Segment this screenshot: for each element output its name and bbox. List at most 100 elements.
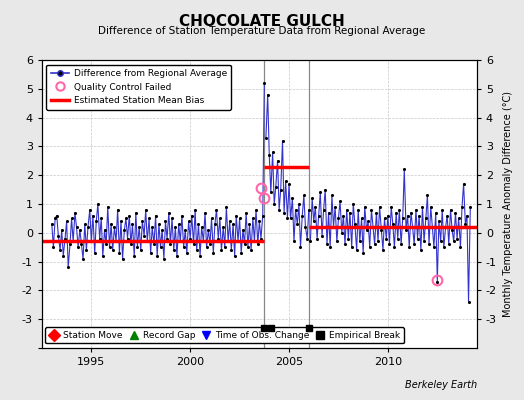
Point	[306, 238, 314, 245]
Point	[117, 218, 125, 224]
Point	[110, 224, 118, 230]
Point	[201, 210, 209, 216]
Point	[310, 218, 318, 224]
Point	[461, 221, 470, 227]
Point	[244, 244, 252, 250]
Point	[120, 227, 128, 233]
Point	[188, 212, 196, 219]
Point	[281, 178, 290, 184]
Point	[288, 195, 297, 202]
Point	[204, 227, 213, 233]
Point	[264, 91, 272, 98]
Point	[186, 235, 194, 242]
Point	[77, 241, 85, 248]
Point	[334, 215, 343, 222]
Point	[257, 235, 265, 242]
Point	[241, 241, 249, 248]
Point	[344, 235, 353, 242]
Point	[101, 227, 109, 233]
Point	[181, 227, 190, 233]
Point	[165, 210, 173, 216]
Point	[199, 238, 208, 245]
Point	[366, 244, 374, 250]
Point	[87, 238, 95, 245]
Point	[413, 235, 422, 242]
Point	[234, 238, 242, 245]
Point	[395, 206, 403, 213]
Point	[202, 244, 211, 250]
Point	[158, 227, 166, 233]
Point	[301, 224, 310, 230]
Point	[451, 210, 460, 216]
Point	[137, 247, 145, 253]
Point	[48, 221, 56, 227]
Point	[405, 244, 413, 250]
Point	[435, 218, 443, 224]
Point	[441, 224, 450, 230]
Point	[433, 278, 442, 285]
Point	[448, 227, 456, 233]
Point	[287, 215, 295, 222]
Point	[89, 212, 97, 219]
Point	[189, 241, 198, 248]
Point	[150, 241, 158, 248]
Point	[250, 238, 259, 245]
Point	[417, 247, 425, 253]
Point	[402, 227, 410, 233]
Point	[454, 215, 463, 222]
Point	[107, 221, 115, 227]
Point	[271, 184, 280, 190]
Point	[293, 221, 301, 227]
Point	[356, 238, 364, 245]
Point	[81, 221, 89, 227]
Point	[351, 221, 359, 227]
Point	[62, 218, 71, 224]
Point	[211, 221, 219, 227]
Point	[399, 215, 407, 222]
Point	[443, 212, 451, 219]
Point	[180, 244, 188, 250]
Point	[173, 253, 181, 259]
Point	[170, 247, 178, 253]
Point	[247, 247, 255, 253]
Point	[258, 212, 267, 219]
Point	[328, 192, 336, 198]
Point	[410, 241, 418, 248]
Point	[123, 235, 132, 242]
Point	[235, 215, 244, 222]
Point	[362, 227, 370, 233]
Point	[54, 232, 62, 239]
Point	[268, 149, 277, 155]
Point	[336, 198, 344, 204]
Point	[422, 215, 430, 222]
Point	[252, 206, 260, 213]
Point	[394, 235, 402, 242]
Point	[372, 210, 380, 216]
Point	[333, 238, 341, 245]
Point	[184, 218, 193, 224]
Point	[285, 181, 293, 187]
Point	[400, 166, 409, 173]
Point	[178, 212, 186, 219]
Point	[128, 221, 137, 227]
Point	[92, 218, 101, 224]
Point	[68, 215, 76, 222]
Point	[138, 218, 147, 224]
Point	[151, 212, 160, 219]
Point	[379, 247, 387, 253]
Point	[140, 232, 148, 239]
Point	[212, 206, 221, 213]
Point	[354, 206, 363, 213]
Point	[423, 192, 432, 198]
Point	[231, 253, 239, 259]
Point	[390, 244, 399, 250]
Point	[229, 221, 237, 227]
Point	[141, 206, 150, 213]
Point	[326, 244, 334, 250]
Point	[349, 201, 357, 207]
Point	[58, 227, 66, 233]
Point	[432, 210, 440, 216]
Point	[430, 244, 438, 250]
Point	[105, 244, 114, 250]
Point	[377, 227, 386, 233]
